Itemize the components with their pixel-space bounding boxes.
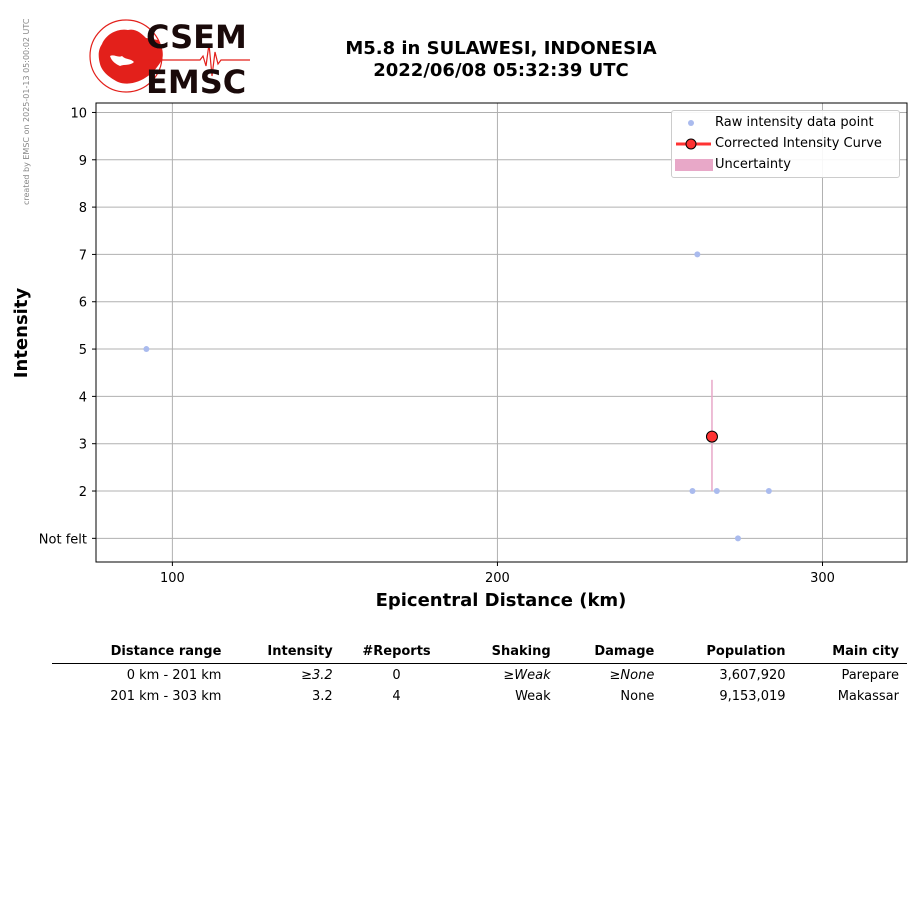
- cell-intensity: 3.2: [312, 689, 333, 704]
- header-main-city: Main city: [793, 642, 907, 664]
- cell-main-city: Parepare: [841, 668, 899, 683]
- y-tick-label: Not felt: [39, 532, 87, 547]
- title-line-2: 2022/06/08 05:32:39 UTC: [373, 60, 629, 81]
- chart-legend: Raw intensity data point Corrected Inten…: [671, 110, 900, 178]
- grid-lines: [96, 103, 907, 562]
- cell-distance-range: 201 km - 303 km: [110, 689, 222, 704]
- cell-reports: 0: [392, 668, 401, 683]
- data-marks: [143, 251, 772, 542]
- cell-shaking: Weak: [515, 689, 551, 704]
- intensity-chart: 100 200 300 Not felt 2 3 4 5 6 7 8 9 10 Epicentral …: [11, 102, 908, 611]
- y-tick-label: 8: [79, 201, 87, 216]
- legend-item-corrected: Corrected Intensity Curve: [672, 134, 899, 154]
- legend-corrected-label: Corrected Intensity Curve: [715, 136, 882, 151]
- x-axis-label: Epicentral Distance (km): [376, 590, 627, 611]
- table-row: 0 km - 201 km ≥3.2 0 ≥Weak ≥None 3,607,9…: [52, 664, 907, 686]
- header-distance-range: Distance range: [52, 642, 230, 664]
- legend-uncertainty-symbol: [675, 159, 713, 171]
- logo-globe-land: [98, 29, 163, 84]
- y-tick-label: 5: [79, 343, 87, 358]
- raw-intensity-point: [734, 535, 741, 542]
- legend-raw-symbol: [688, 120, 694, 126]
- legend-raw-label: Raw intensity data point: [715, 115, 874, 130]
- header-reports: #Reports: [340, 642, 457, 664]
- summary-header-row: Distance range Intensity #Reports Shakin…: [52, 642, 907, 664]
- y-tick-label: 9: [79, 154, 87, 169]
- x-tick-label: 300: [810, 571, 835, 586]
- y-tick-label: 7: [79, 248, 87, 263]
- y-tick-label: 6: [79, 296, 87, 311]
- y-tick-label: 3: [79, 438, 87, 453]
- raw-intensity-point: [713, 488, 720, 495]
- header-intensity: Intensity: [229, 642, 341, 664]
- cell-damage: ≥None: [609, 668, 655, 683]
- logo-globe-coast: [110, 55, 134, 66]
- logo-text-csem: CSEM: [146, 18, 247, 56]
- header-population: Population: [662, 642, 794, 664]
- cell-population: 3,607,920: [719, 668, 786, 683]
- y-tick-label: 4: [79, 390, 87, 405]
- y-axis-ticks: Not felt 2 3 4 5 6 7 8 9 10: [39, 106, 96, 547]
- title-line-1: M5.8 in SULAWESI, INDONESIA: [345, 38, 657, 59]
- raw-intensity-point: [689, 488, 696, 495]
- y-axis-label: Intensity: [11, 288, 32, 379]
- legend-corrected-symbol: [676, 138, 711, 150]
- legend-item-uncertainty: Uncertainty: [672, 155, 899, 175]
- header-damage: Damage: [558, 642, 663, 664]
- cell-main-city: Makassar: [837, 689, 899, 704]
- cell-reports: 4: [392, 689, 401, 704]
- x-tick-label: 200: [485, 571, 510, 586]
- corrected-intensity-point: [705, 430, 718, 443]
- raw-intensity-point: [694, 251, 701, 258]
- table-row: 201 km - 303 km 3.2 4 Weak None 9,153,01…: [52, 685, 907, 706]
- plot-frame: [95, 102, 908, 563]
- summary-table: Distance range Intensity #Reports Shakin…: [52, 642, 907, 706]
- raw-intensity-point: [143, 346, 150, 353]
- y-tick-label: 10: [70, 106, 87, 121]
- cell-shaking: ≥Weak: [503, 668, 551, 683]
- cell-damage: None: [620, 689, 655, 704]
- cell-population: 9,153,019: [719, 689, 786, 704]
- logo-seismogram: [148, 43, 250, 77]
- raw-intensity-point: [765, 488, 772, 495]
- cell-distance-range: 0 km - 201 km: [126, 668, 222, 683]
- x-axis-ticks: 100 200 300: [160, 562, 835, 586]
- emsc-logo: CSEM EMSC: [89, 18, 250, 98]
- header-shaking: Shaking: [456, 642, 559, 664]
- chart-title: M5.8 in SULAWESI, INDONESIA 2022/06/08 0…: [280, 38, 722, 82]
- legend-item-raw: Raw intensity data point: [672, 113, 899, 133]
- x-tick-label: 100: [160, 571, 185, 586]
- cell-intensity: ≥3.2: [301, 668, 333, 683]
- y-tick-label: 2: [79, 485, 87, 500]
- legend-uncertainty-label: Uncertainty: [715, 157, 791, 172]
- logo-text-emsc: EMSC: [146, 63, 246, 98]
